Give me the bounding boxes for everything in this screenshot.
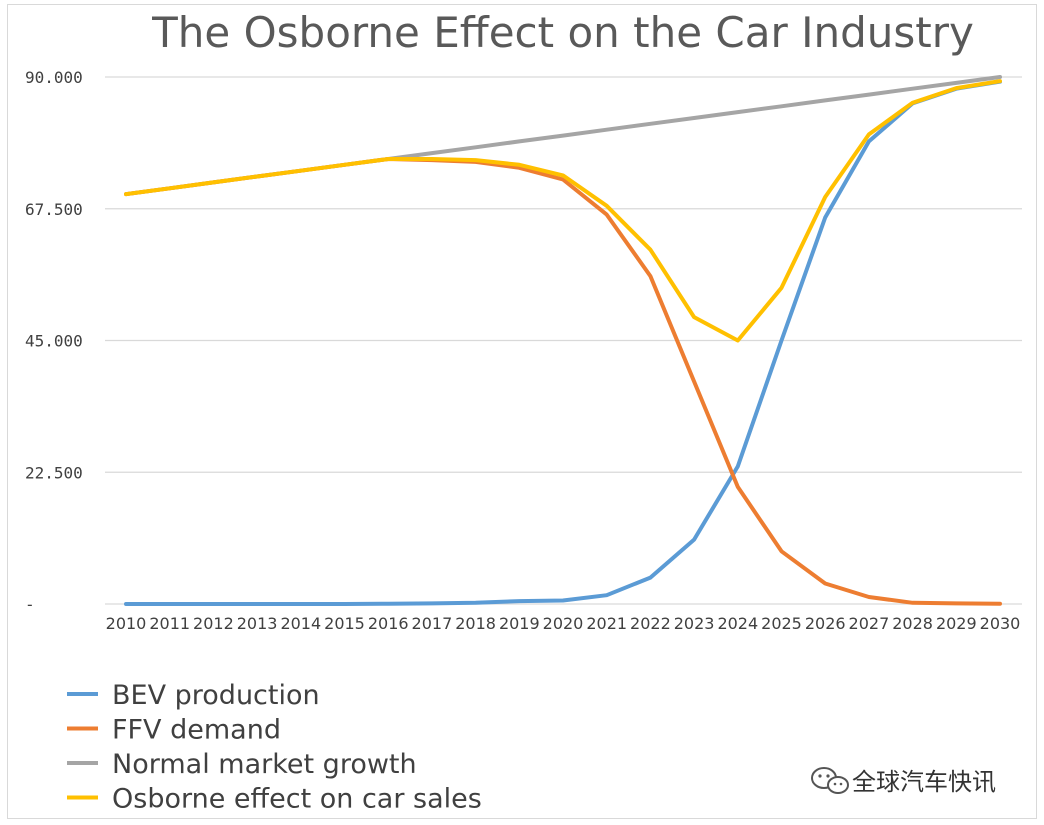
x-tick-label: 2029 — [936, 614, 977, 633]
legend-label: Normal market growth — [112, 749, 417, 780]
wechat-icon — [811, 767, 849, 794]
x-tick-label: 2011 — [149, 614, 190, 633]
legend-item: Normal market growth — [67, 749, 417, 780]
legend-label: FFV demand — [112, 715, 281, 746]
y-tick-label: 67.500 — [25, 200, 83, 219]
x-tick-label: 2021 — [586, 614, 627, 633]
y-axis-ticks: - 22.500 45.000 67.500 90.000 — [25, 68, 83, 614]
x-tick-label: 2015 — [324, 614, 365, 633]
watermark: 全球汽车快讯 — [811, 767, 996, 796]
x-tick-label: 2013 — [237, 614, 278, 633]
watermark-text: 全球汽车快讯 — [852, 768, 996, 796]
x-tick-label: 2014 — [280, 614, 321, 633]
x-tick-label: 2010 — [106, 614, 147, 633]
y-tick-label: 90.000 — [25, 68, 83, 87]
x-tick-label: 2030 — [980, 614, 1021, 633]
x-tick-label: 2024 — [717, 614, 758, 633]
legend-item: Osborne effect on car sales — [67, 784, 482, 815]
x-tick-label: 2019 — [499, 614, 540, 633]
x-tick-label: 2022 — [630, 614, 671, 633]
chart-frame — [7, 4, 1037, 819]
x-tick-label: 2017 — [412, 614, 453, 633]
legend-label: BEV production — [112, 680, 320, 711]
series-lines — [124, 75, 1002, 606]
x-tick-label: 2028 — [892, 614, 933, 633]
x-tick-label: 2020 — [543, 614, 584, 633]
series-line-ffv-demand — [124, 157, 1002, 606]
y-tick-label: 22.500 — [25, 463, 83, 482]
x-tick-label: 2012 — [193, 614, 234, 633]
legend-item: BEV production — [67, 680, 320, 711]
x-tick-label: 2016 — [368, 614, 409, 633]
x-tick-label: 2025 — [761, 614, 802, 633]
x-axis-ticks: 2010 2011 2012 2013 2014 2015 2016 2017 2018 2019… — [106, 614, 1021, 633]
legend-item: FFV demand — [67, 715, 281, 746]
gridlines — [105, 76, 1022, 605]
x-tick-label: 2026 — [805, 614, 846, 633]
series-line-osborne-effect-on-car-sales — [124, 79, 1002, 343]
legend-label: Osborne effect on car sales — [112, 784, 482, 815]
x-tick-label: 2023 — [674, 614, 715, 633]
x-tick-label: 2027 — [849, 614, 890, 633]
chart-title: The Osborne Effect on the Car Industry — [151, 8, 974, 57]
x-tick-label: 2018 — [455, 614, 496, 633]
series-line-bev-production — [124, 79, 1002, 606]
y-tick-label: 45.000 — [25, 332, 83, 351]
y-tick-label: - — [25, 595, 35, 614]
